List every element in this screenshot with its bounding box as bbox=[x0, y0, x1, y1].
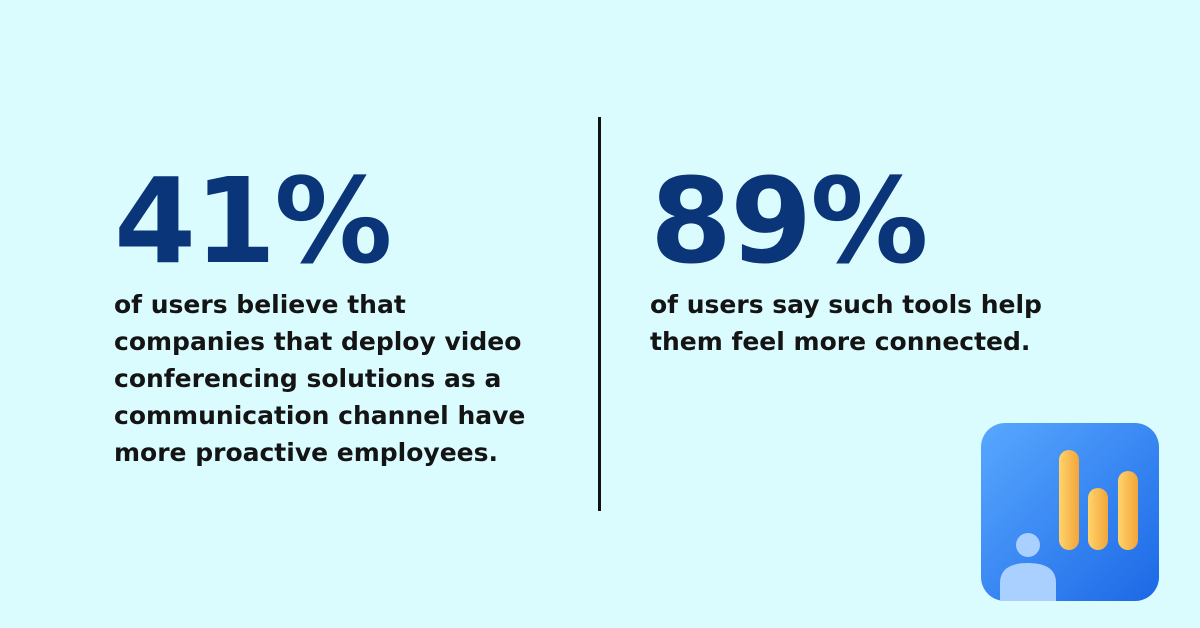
stat-text: of users believe that companies that dep… bbox=[114, 290, 526, 467]
chart-icon bbox=[981, 423, 1159, 601]
stat-figure: 89% bbox=[650, 152, 928, 290]
divider bbox=[598, 117, 601, 511]
stat-text: of users say such tools help them feel m… bbox=[650, 290, 1042, 356]
stat-figure: 41% bbox=[114, 152, 392, 290]
